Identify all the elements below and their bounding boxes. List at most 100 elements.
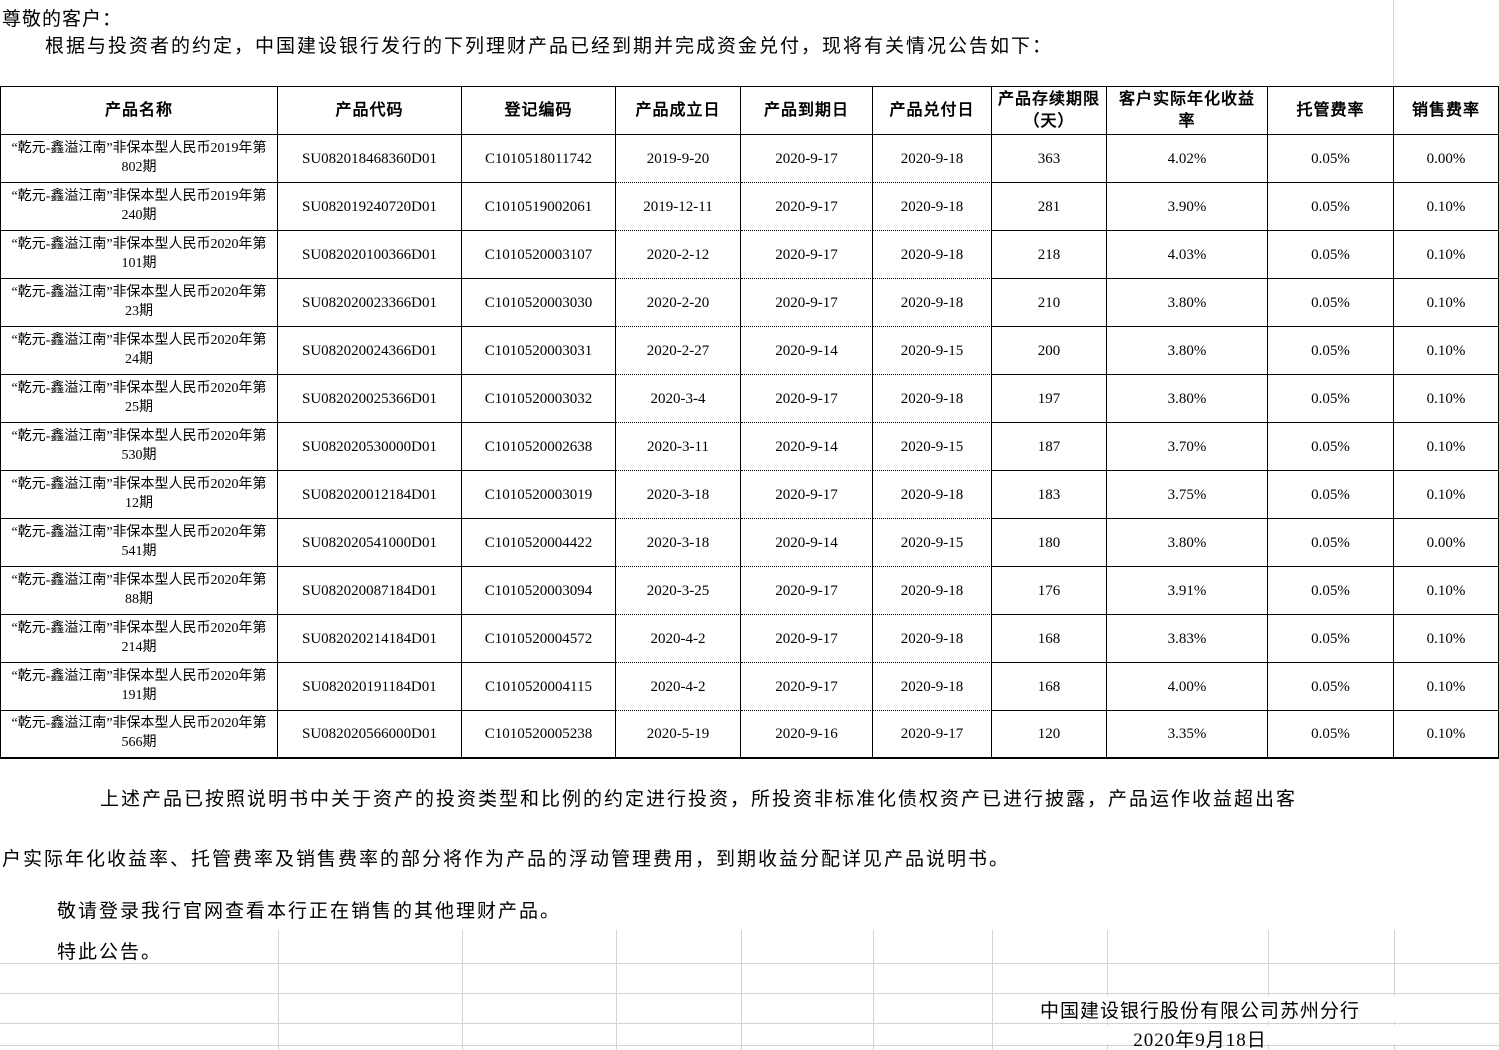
table-cell: “乾元-鑫溢江南”非保本型人民币2020年第101期 [0, 231, 278, 280]
table-cell: 2020-9-15 [873, 327, 992, 376]
table-cell: 2020-9-17 [741, 615, 873, 664]
gridline [1107, 930, 1108, 1050]
note-paragraph-3: 敬请登录我行官网查看本行正在销售的其他理财产品。 [57, 901, 562, 922]
table-cell: 2020-3-18 [616, 519, 741, 568]
table-cell: 3.83% [1107, 615, 1268, 664]
table-cell: 0.05% [1268, 663, 1394, 712]
table-cell: 2020-9-17 [741, 567, 873, 616]
table-cell: 2020-9-14 [741, 423, 873, 472]
table-row: “乾元-鑫溢江南”非保本型人民币2020年第25期 SU082020025366D… [0, 375, 1499, 424]
signature-org: 中国建设银行股份有限公司苏州分行 [1000, 996, 1400, 1022]
table-cell: 3.70% [1107, 423, 1268, 472]
table-cell: 0.10% [1394, 279, 1499, 328]
table-cell: 2020-9-18 [873, 135, 992, 184]
table-cell: SU082020012184D01 [278, 471, 462, 520]
table-cell: 168 [992, 615, 1107, 664]
table-cell: 2020-9-14 [741, 327, 873, 376]
table-cell: 3.75% [1107, 471, 1268, 520]
table-cell: 3.35% [1107, 711, 1268, 760]
table-cell: 2020-9-17 [741, 231, 873, 280]
table-cell: 2020-9-17 [741, 663, 873, 712]
header-cell: 产品存续期限（天） [992, 86, 1107, 136]
table-row: “乾元-鑫溢江南”非保本型人民币2020年第214期 SU082020214184… [0, 615, 1499, 664]
table-cell: 0.05% [1268, 567, 1394, 616]
table-cell: 120 [992, 711, 1107, 760]
products-table: 产品名称 产品代码 登记编码 产品成立日 产品到期日 产品兑付日 产品存续期限（天） 客户实际… [0, 86, 1499, 760]
table-cell: 0.05% [1268, 327, 1394, 376]
table-cell: “乾元-鑫溢江南”非保本型人民币2020年第88期 [0, 567, 278, 616]
table-cell: 218 [992, 231, 1107, 280]
table-cell: 3.80% [1107, 279, 1268, 328]
table-row: “乾元-鑫溢江南”非保本型人民币2020年第23期 SU082020023366D… [0, 279, 1499, 328]
table-cell: 0.10% [1394, 231, 1499, 280]
table-row: “乾元-鑫溢江南”非保本型人民币2020年第566期 SU082020566000… [0, 711, 1499, 760]
table-cell: SU082020087184D01 [278, 567, 462, 616]
table-cell: 2020-9-17 [741, 471, 873, 520]
table-cell: 2020-3-4 [616, 375, 741, 424]
intro-salutation: 尊敬的客户： [2, 9, 123, 30]
header-cell: 产品成立日 [616, 86, 741, 136]
table-cell: 4.02% [1107, 135, 1268, 184]
table-cell: 0.05% [1268, 471, 1394, 520]
table-row: “乾元-鑫溢江南”非保本型人民币2020年第101期 SU082020100366… [0, 231, 1499, 280]
table-cell: 180 [992, 519, 1107, 568]
table-cell: 0.10% [1394, 567, 1499, 616]
table-cell: 0.05% [1268, 375, 1394, 424]
note-paragraph-1: 上述产品已按照说明书中关于资产的投资类型和比例的约定进行投资，所投资非标准化债权… [100, 789, 1298, 810]
gridline [0, 963, 1499, 964]
header-cell: 登记编码 [462, 86, 616, 136]
table-cell: 0.05% [1268, 615, 1394, 664]
table-cell: 4.00% [1107, 663, 1268, 712]
table-cell: SU082020025366D01 [278, 375, 462, 424]
table-cell: SU082018468360D01 [278, 135, 462, 184]
table-cell: “乾元-鑫溢江南”非保本型人民币2020年第191期 [0, 663, 278, 712]
gridline [992, 930, 993, 1050]
table-row: “乾元-鑫溢江南”非保本型人民币2020年第530期 SU082020530000… [0, 423, 1499, 472]
table-cell: 2020-9-17 [741, 135, 873, 184]
table-cell: 2020-5-19 [616, 711, 741, 760]
table-cell: C1010520004572 [462, 615, 616, 664]
table-cell: 2020-9-16 [741, 711, 873, 760]
table-cell: C1010520003107 [462, 231, 616, 280]
gridline [741, 930, 742, 1050]
table-cell: “乾元-鑫溢江南”非保本型人民币2020年第25期 [0, 375, 278, 424]
gridline [1268, 930, 1269, 1050]
header-cell: 产品到期日 [741, 86, 873, 136]
table-cell: 0.10% [1394, 615, 1499, 664]
table-cell: 0.10% [1394, 183, 1499, 232]
table-cell: 2020-9-18 [873, 471, 992, 520]
table-cell: 0.10% [1394, 423, 1499, 472]
intro-body: 根据与投资者的约定，中国建设银行发行的下列理财产品已经到期并完成资金兑付，现将有… [45, 36, 1054, 57]
table-cell: 2020-2-12 [616, 231, 741, 280]
table-cell: 0.05% [1268, 423, 1394, 472]
table-cell: 2020-9-14 [741, 519, 873, 568]
table-cell: C1010519002061 [462, 183, 616, 232]
table-cell: 2020-9-17 [741, 279, 873, 328]
table-cell: 2020-9-18 [873, 615, 992, 664]
table-row: “乾元-鑫溢江南”非保本型人民币2019年第240期 SU082019240720… [0, 183, 1499, 232]
gridline [462, 930, 463, 1050]
table-cell: SU082020566000D01 [278, 711, 462, 760]
table-body: “乾元-鑫溢江南”非保本型人民币2019年第802期 SU082018468360… [0, 135, 1499, 760]
table-cell: 197 [992, 375, 1107, 424]
table-row: “乾元-鑫溢江南”非保本型人民币2020年第541期 SU082020541000… [0, 519, 1499, 568]
table-cell: 0.05% [1268, 711, 1394, 760]
table-cell: 2020-2-27 [616, 327, 741, 376]
table-cell: 210 [992, 279, 1107, 328]
note-paragraph-2: 户实际年化收益率、托管费率及销售费率的部分将作为产品的浮动管理费用，到期收益分配… [2, 849, 1011, 870]
table-cell: 0.10% [1394, 375, 1499, 424]
table-cell: 2019-12-11 [616, 183, 741, 232]
table-cell: 0.05% [1268, 183, 1394, 232]
table-cell: 281 [992, 183, 1107, 232]
table-cell: 3.80% [1107, 519, 1268, 568]
table-cell: 0.05% [1268, 279, 1394, 328]
table-cell: “乾元-鑫溢江南”非保本型人民币2020年第12期 [0, 471, 278, 520]
table-cell: 0.05% [1268, 135, 1394, 184]
table-cell: C1010520003019 [462, 471, 616, 520]
table-cell: “乾元-鑫溢江南”非保本型人民币2020年第530期 [0, 423, 278, 472]
table-cell: 0.10% [1394, 471, 1499, 520]
signature-date: 2020年9月18日 [1000, 1025, 1400, 1050]
table-cell: 2020-3-11 [616, 423, 741, 472]
table-cell: 2020-9-17 [873, 711, 992, 760]
